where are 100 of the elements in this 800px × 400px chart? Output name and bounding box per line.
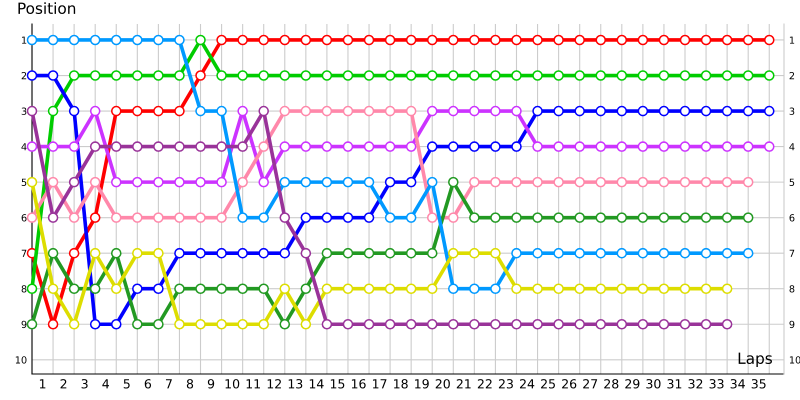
point xyxy=(237,70,248,81)
point xyxy=(722,34,732,46)
point xyxy=(68,176,80,188)
point xyxy=(638,70,648,81)
point xyxy=(406,283,416,294)
point xyxy=(448,70,459,81)
point xyxy=(511,70,522,81)
point xyxy=(216,106,227,116)
point xyxy=(90,176,100,188)
point xyxy=(195,141,206,152)
point xyxy=(237,283,248,294)
point xyxy=(595,248,606,258)
point xyxy=(258,34,269,46)
point xyxy=(174,34,185,46)
point xyxy=(490,176,501,188)
point xyxy=(216,212,227,223)
x-axis-title: Laps xyxy=(738,352,772,367)
point xyxy=(195,283,206,294)
point xyxy=(722,212,732,223)
point xyxy=(406,70,416,81)
point xyxy=(532,283,543,294)
point xyxy=(68,248,80,258)
point xyxy=(174,318,185,330)
x-tick-label: 18 xyxy=(394,379,408,389)
point xyxy=(426,212,438,223)
point xyxy=(638,141,648,152)
point xyxy=(532,248,543,258)
point xyxy=(658,141,670,152)
x-tick-label: 2 xyxy=(60,379,66,388)
point xyxy=(110,318,122,330)
x-tick-label: 16 xyxy=(352,379,366,389)
point xyxy=(511,248,522,258)
point xyxy=(490,34,501,46)
point xyxy=(426,34,438,46)
point xyxy=(26,176,38,188)
point xyxy=(300,318,312,330)
point xyxy=(153,106,164,116)
point xyxy=(469,141,480,152)
point xyxy=(406,248,416,258)
x-tick-label: 13 xyxy=(288,379,302,389)
point xyxy=(700,283,712,294)
point xyxy=(216,34,227,46)
point xyxy=(258,106,269,116)
x-tick-label: 4 xyxy=(102,379,109,388)
point xyxy=(553,248,564,258)
point xyxy=(279,70,290,81)
point xyxy=(237,212,248,223)
point xyxy=(490,106,501,116)
point xyxy=(300,106,312,116)
point xyxy=(426,176,438,188)
point xyxy=(553,283,564,294)
point xyxy=(764,106,775,116)
point xyxy=(532,106,543,116)
point xyxy=(722,283,732,294)
y-tick-label: 1 xyxy=(22,36,26,44)
point xyxy=(384,283,396,294)
point xyxy=(764,141,775,152)
point xyxy=(532,34,543,46)
point xyxy=(153,34,164,46)
point xyxy=(195,106,206,116)
point xyxy=(364,212,374,223)
point xyxy=(490,283,501,294)
point xyxy=(322,212,332,223)
point xyxy=(742,34,754,46)
point xyxy=(574,106,585,116)
point xyxy=(680,283,690,294)
x-tick-label: 25 xyxy=(541,379,555,389)
point xyxy=(153,141,164,152)
point xyxy=(764,34,775,46)
point xyxy=(90,318,100,330)
point xyxy=(595,70,606,81)
point xyxy=(469,34,480,46)
point xyxy=(300,70,312,81)
point xyxy=(616,248,628,258)
point xyxy=(426,283,438,294)
point xyxy=(216,318,227,330)
point xyxy=(595,212,606,223)
point xyxy=(110,141,122,152)
point xyxy=(174,176,185,188)
point xyxy=(406,176,416,188)
point xyxy=(574,283,585,294)
point xyxy=(722,318,732,330)
point xyxy=(237,248,248,258)
point xyxy=(237,106,248,116)
y-tick-label: 10 xyxy=(16,356,26,364)
point xyxy=(342,318,354,330)
point xyxy=(300,212,312,223)
x-tick-label: 27 xyxy=(583,379,598,388)
point xyxy=(342,141,354,152)
x-tick-label: 10 xyxy=(226,379,240,389)
x-tick-label: 21 xyxy=(456,379,471,388)
point xyxy=(680,176,690,188)
point xyxy=(700,70,712,81)
point xyxy=(511,176,522,188)
x-tick-label: 29 xyxy=(625,379,640,389)
point xyxy=(406,34,416,46)
point xyxy=(511,141,522,152)
y2-tick-label: 3 xyxy=(790,108,794,115)
point xyxy=(195,176,206,188)
point xyxy=(658,70,670,81)
